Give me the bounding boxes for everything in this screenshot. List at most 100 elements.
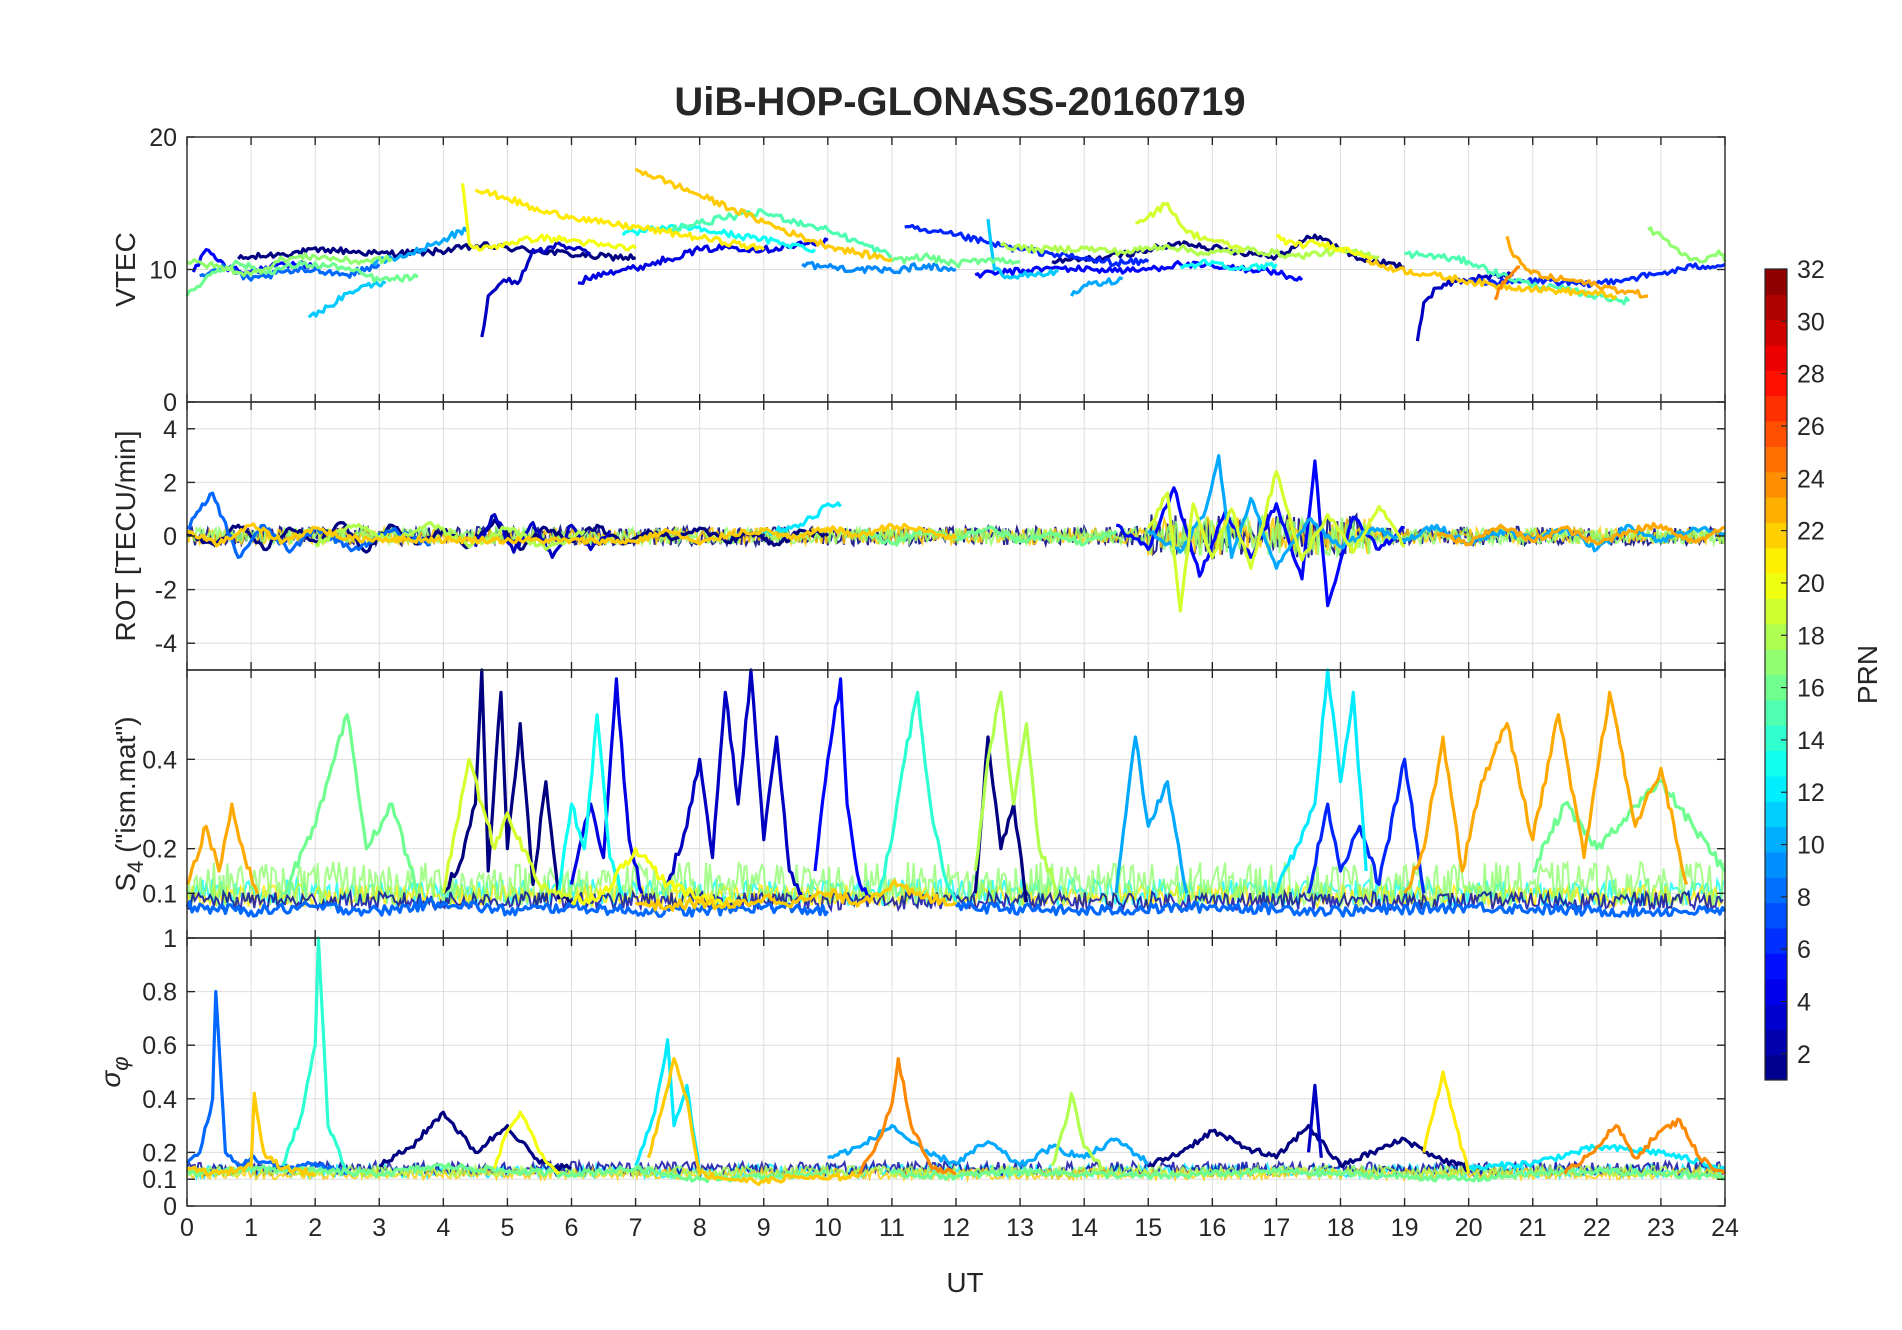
colorbar-frame [1764, 268, 1788, 1081]
prn-12-trace [634, 1038, 702, 1175]
prn-15-trace [667, 208, 893, 259]
prn-20-trace [1275, 234, 1374, 261]
x-tick-label: 23 [1647, 1214, 1675, 1242]
x-tick-label: 7 [629, 1214, 643, 1242]
x-tick-label: 15 [1134, 1214, 1162, 1242]
x-tick-label: 0 [180, 1214, 194, 1242]
colorbar-tick-label: 24 [1797, 465, 1825, 493]
colorbar-tick-label: 18 [1797, 622, 1825, 650]
prn-11-trace [307, 280, 387, 319]
y-tick-label: -2 [155, 577, 177, 605]
colorbar-segment [1765, 598, 1787, 625]
prn-4-trace [569, 677, 644, 894]
x-tick-label: 10 [814, 1214, 842, 1242]
colorbar-segment [1765, 877, 1787, 904]
x-tick-label: 18 [1327, 1214, 1355, 1242]
prn-21-trace [474, 188, 765, 251]
y-tick-label: 20 [149, 124, 177, 152]
colorbar-tick-label: 6 [1797, 936, 1811, 964]
colorbar-segment [1765, 1029, 1787, 1056]
y-axis-label-rot: ROT [TECU/min] [110, 430, 141, 641]
prn-3-trace [1306, 1083, 1323, 1158]
y-tick-label: 0 [163, 1193, 177, 1221]
y-tick-label: 0.2 [142, 836, 177, 864]
panel-s4: 0.1 0.2 0.4S4 ("ism.mat") [110, 668, 1727, 939]
colorbar-segment [1765, 801, 1787, 828]
x-tick-label: 19 [1391, 1214, 1419, 1242]
y-tick-label: 0.8 [142, 979, 177, 1007]
prn-8-trace [185, 897, 830, 918]
prn-22-trace [634, 167, 893, 263]
prn-9-trace [801, 261, 957, 275]
colorbar-segment [1765, 395, 1787, 422]
x-tick-label: 16 [1198, 1214, 1226, 1242]
x-tick-label: 14 [1070, 1214, 1098, 1242]
prn-20-trace [461, 183, 637, 252]
y-tick-label: 0 [163, 523, 177, 551]
prn-17-trace [1647, 226, 1727, 264]
prn-23-trace [1435, 521, 1726, 547]
y-label-subscript: φ [108, 1056, 133, 1070]
colorbar-segment [1765, 623, 1787, 650]
prn-16-trace [283, 713, 420, 895]
x-tick-label: 22 [1583, 1214, 1611, 1242]
prn-14-trace [281, 936, 349, 1175]
prn-18-trace [314, 521, 586, 551]
colorbar-segment [1765, 294, 1787, 321]
prn-16-trace [890, 252, 1021, 269]
x-tick-label: 24 [1711, 1214, 1739, 1242]
x-tick-label: 13 [1006, 1214, 1034, 1242]
y-label-rest: ("ism.mat") [110, 716, 141, 860]
prn-23-trace [1505, 236, 1649, 299]
prn-10-trace [1147, 454, 1726, 570]
x-tick-label: 11 [879, 1214, 905, 1242]
colorbar-tick-label: 2 [1797, 1041, 1811, 1069]
prn-12-trace [1274, 668, 1368, 894]
prn-14-trace [877, 690, 958, 903]
panel-sigma_phi: 00.10.2 0.4 0.6 0.8 1 σφ [95, 925, 1727, 1221]
colorbar-segment [1765, 421, 1787, 447]
colorbar-segment [1765, 471, 1787, 498]
x-tick-label: 12 [942, 1214, 970, 1242]
prn-17-trace [186, 252, 394, 278]
prn-22-trace [185, 522, 958, 548]
y-tick-label: 1 [163, 925, 177, 953]
colorbar-segment [1765, 953, 1787, 980]
prn-19-trace [1135, 201, 1246, 254]
x-tick-label: 20 [1455, 1214, 1483, 1242]
prn-20-trace [570, 847, 734, 908]
colorbar-segment [1765, 699, 1787, 726]
prn-5-trace [813, 677, 874, 901]
colorbar-segment [1765, 775, 1787, 802]
prn-23-trace [185, 802, 259, 894]
prn-19-trace [441, 757, 573, 899]
panel-rot: -4 -2 0 2 4 ROT [TECU/min] [110, 401, 1726, 671]
prn-13-trace [557, 713, 624, 895]
x-tick-label: 3 [372, 1214, 386, 1242]
prn-18-trace [999, 241, 1381, 261]
x-tick-label: 6 [565, 1214, 579, 1242]
prn-20-trace [493, 1110, 560, 1175]
prn-13-trace [1180, 258, 1278, 272]
prn-8-trace [954, 900, 1727, 918]
colorbar-segment [1765, 978, 1787, 1005]
colorbar-segment [1765, 269, 1787, 295]
colorbar-segment [1765, 826, 1787, 853]
colorbar-tick-label: 4 [1797, 989, 1811, 1017]
prn-22-trace [634, 879, 957, 912]
prn-22-trace [186, 1091, 316, 1177]
prn-8-trace [186, 491, 432, 559]
prn-1-trace [237, 241, 637, 262]
prn-24-trace [1494, 265, 1521, 301]
x-axis-label: UT [946, 1267, 983, 1298]
y-tick-label: 0 [163, 389, 177, 417]
colorbar-tick-label: 28 [1797, 361, 1825, 389]
prn-23-trace [1403, 690, 1689, 895]
colorbar-segment [1765, 649, 1787, 675]
prn-11-trace [986, 218, 1059, 280]
colorbar-segment [1765, 674, 1787, 701]
y-label-subscript: 4 [123, 861, 148, 873]
y-tick-label: 0.6 [142, 1032, 177, 1060]
x-tick-label: 4 [436, 1214, 450, 1242]
